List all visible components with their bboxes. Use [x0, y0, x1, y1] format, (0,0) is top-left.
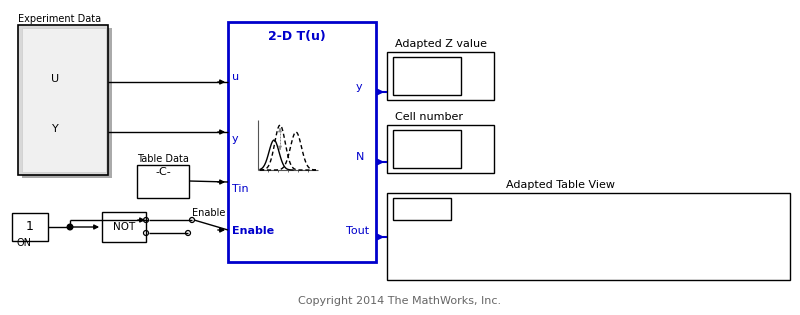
Text: Table Data: Table Data: [137, 154, 189, 164]
Text: Adapted Table View: Adapted Table View: [506, 180, 614, 190]
Text: Tin: Tin: [232, 184, 249, 194]
Bar: [137, 165, 189, 198]
Text: Enable: Enable: [232, 226, 274, 236]
Text: Experiment Data: Experiment Data: [18, 14, 101, 24]
Bar: [12, 213, 48, 241]
Bar: [18, 25, 108, 175]
Text: Adapted Z value: Adapted Z value: [395, 39, 487, 49]
Text: ON: ON: [17, 238, 31, 248]
Bar: [228, 22, 376, 262]
Text: Tout: Tout: [346, 226, 369, 236]
Text: u: u: [232, 72, 239, 82]
Text: Cell number: Cell number: [395, 112, 463, 122]
Text: N: N: [356, 152, 364, 162]
Bar: [22, 28, 112, 178]
Text: 2-D T(u): 2-D T(u): [268, 30, 326, 43]
Text: Enable: Enable: [192, 208, 226, 218]
Text: U: U: [51, 74, 59, 84]
Text: -C-: -C-: [155, 167, 171, 177]
Bar: [393, 198, 451, 220]
Circle shape: [67, 224, 73, 230]
Text: y: y: [356, 82, 362, 92]
Bar: [393, 130, 461, 168]
Bar: [393, 57, 461, 95]
Bar: [387, 52, 494, 100]
Text: Copyright 2014 The MathWorks, Inc.: Copyright 2014 The MathWorks, Inc.: [298, 296, 502, 306]
Text: 1: 1: [26, 220, 34, 233]
Bar: [102, 212, 146, 242]
Bar: [22, 28, 106, 172]
Bar: [387, 125, 494, 173]
Text: NOT: NOT: [113, 222, 135, 232]
Text: y: y: [232, 134, 238, 144]
Text: Y: Y: [52, 124, 58, 134]
Bar: [387, 193, 790, 280]
